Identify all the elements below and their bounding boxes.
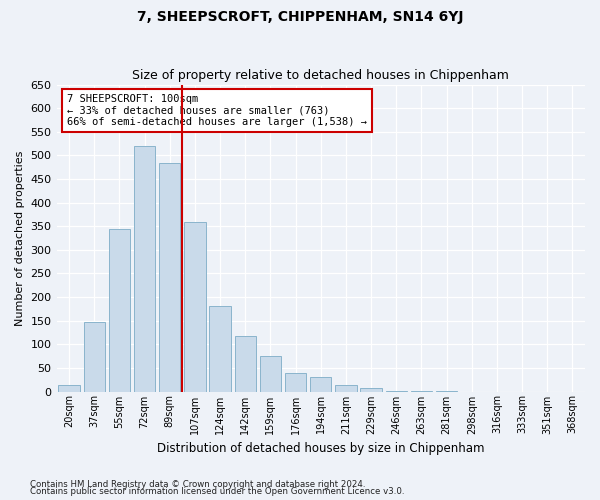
Bar <box>134 146 155 392</box>
Bar <box>335 386 356 392</box>
Bar <box>58 386 80 392</box>
Bar <box>310 378 331 392</box>
Text: 7 SHEEPSCROFT: 100sqm
← 33% of detached houses are smaller (763)
66% of semi-det: 7 SHEEPSCROFT: 100sqm ← 33% of detached … <box>67 94 367 127</box>
Bar <box>109 228 130 392</box>
X-axis label: Distribution of detached houses by size in Chippenham: Distribution of detached houses by size … <box>157 442 485 455</box>
Text: Contains public sector information licensed under the Open Government Licence v3: Contains public sector information licen… <box>30 487 404 496</box>
Text: Contains HM Land Registry data © Crown copyright and database right 2024.: Contains HM Land Registry data © Crown c… <box>30 480 365 489</box>
Bar <box>159 164 181 392</box>
Bar <box>386 390 407 392</box>
Text: 7, SHEEPSCROFT, CHIPPENHAM, SN14 6YJ: 7, SHEEPSCROFT, CHIPPENHAM, SN14 6YJ <box>137 10 463 24</box>
Y-axis label: Number of detached properties: Number of detached properties <box>15 150 25 326</box>
Bar <box>209 306 231 392</box>
Bar <box>260 356 281 392</box>
Bar <box>184 222 206 392</box>
Bar <box>361 388 382 392</box>
Bar <box>235 336 256 392</box>
Title: Size of property relative to detached houses in Chippenham: Size of property relative to detached ho… <box>133 69 509 82</box>
Bar <box>285 372 307 392</box>
Bar <box>83 322 105 392</box>
